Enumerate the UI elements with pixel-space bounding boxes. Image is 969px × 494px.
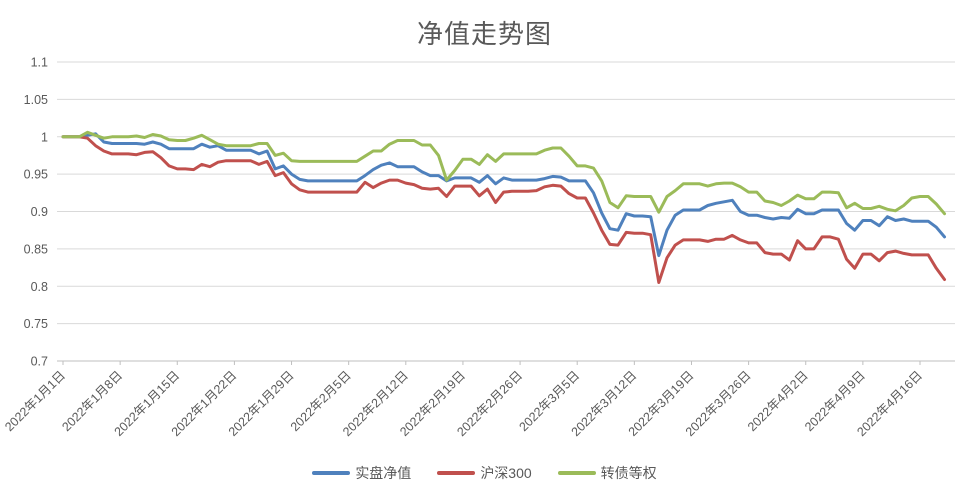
series-line-2[interactable]: [61, 130, 946, 216]
series-line-1[interactable]: [61, 135, 946, 284]
legend-label: 实盘净值: [355, 465, 412, 481]
legend-label: 沪深300: [480, 465, 532, 481]
chart-legend: 实盘净值 沪深300 转债等权: [0, 463, 969, 483]
legend-item-0[interactable]: 实盘净值: [312, 463, 411, 483]
legend-label: 转债等权: [600, 465, 657, 481]
y-axis-label: 0.8: [31, 280, 48, 294]
y-axis-label: 0.9: [31, 205, 48, 219]
chart-title: 净值走势图: [416, 19, 552, 49]
y-axis-label: 0.75: [24, 317, 48, 331]
legend-item-2[interactable]: 转债等权: [557, 463, 657, 483]
y-axis-label: 0.7: [31, 355, 48, 369]
legend-line-swatch: [437, 471, 476, 475]
series-line-0[interactable]: [61, 132, 946, 258]
y-axis-label: 1.1: [31, 56, 48, 70]
legend-line-swatch: [312, 471, 351, 475]
y-axis-label: 1: [41, 130, 48, 144]
y-axis-label: 0.95: [24, 168, 48, 182]
y-axis-label: 1.05: [24, 93, 48, 107]
legend-item-1[interactable]: 沪深300: [437, 463, 532, 483]
legend-line-swatch: [557, 471, 596, 475]
y-axis-label: 0.85: [24, 242, 48, 256]
